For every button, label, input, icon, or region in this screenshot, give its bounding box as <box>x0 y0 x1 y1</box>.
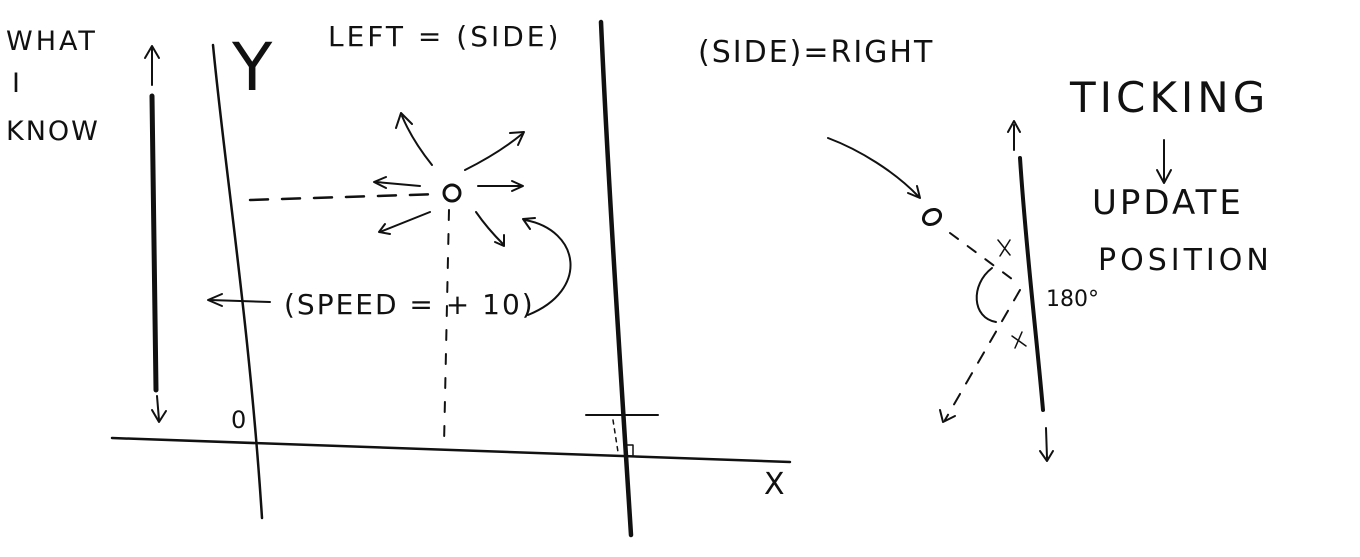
what-i-know-line-3: KNOW <box>6 116 100 147</box>
x-axis-label: X <box>764 467 785 502</box>
projection-lines <box>248 192 450 446</box>
x-axis: X <box>110 436 792 502</box>
vertical-range-arrow <box>144 45 167 423</box>
speed-annotation: (SPEED = + 10) <box>207 288 535 321</box>
origin-label: 0 <box>231 406 246 434</box>
y-axis: Y <box>211 29 273 520</box>
what-i-know-note: WHAT I KNOW <box>6 26 100 147</box>
position-label: POSITION <box>1098 243 1273 278</box>
ticking-label: TICKING <box>1069 73 1269 122</box>
right-wall <box>585 19 659 538</box>
ball <box>442 183 462 203</box>
y-axis-label: Y <box>231 29 273 106</box>
bounce-ball <box>921 207 943 227</box>
right-side-label: (SIDE)=RIGHT <box>698 35 934 70</box>
left-side-label: LEFT = (SIDE) <box>328 20 561 53</box>
bounce-sketch: 180° <box>827 120 1099 462</box>
ball-with-directions <box>373 112 525 247</box>
ticking-flow: TICKING UPDATE POSITION <box>1069 73 1273 278</box>
angle-label: 180° <box>1046 287 1099 312</box>
curved-hint-arrow <box>522 217 572 316</box>
update-label: UPDATE <box>1092 183 1244 223</box>
what-i-know-line-1: WHAT <box>6 26 98 57</box>
speed-label: (SPEED = + 10) <box>284 288 535 321</box>
what-i-know-line-2: I <box>12 68 20 99</box>
